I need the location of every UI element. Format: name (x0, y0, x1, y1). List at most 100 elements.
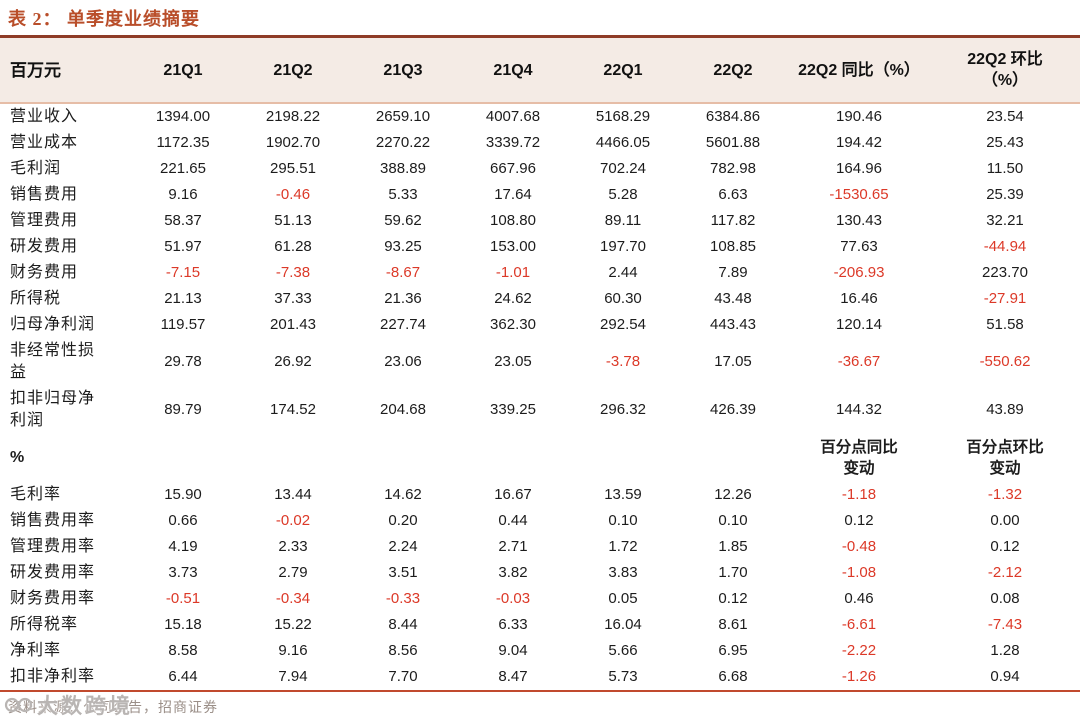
value-cell: 51.97 (164, 238, 202, 255)
value-cell: 6.63 (718, 186, 748, 203)
value-cell: -0.48 (841, 538, 877, 555)
value-cell: 8.44 (388, 616, 418, 633)
value-cell: -2.22 (841, 642, 877, 659)
value-cell: 3.73 (168, 564, 198, 581)
row-label: 扣非净利率 (10, 668, 96, 685)
row-label: 净利率 (10, 642, 62, 659)
table-title: 表 2： 单季度业绩摘要 (0, 0, 1080, 38)
value-cell: 292.54 (600, 316, 646, 333)
value-cell: 7.94 (278, 668, 308, 685)
value-cell: -0.34 (275, 590, 311, 607)
value-cell: 51.58 (986, 316, 1024, 333)
value-cell: -44.94 (983, 238, 1027, 255)
value-cell: 144.32 (836, 401, 882, 418)
col-21q1: 21Q1 (128, 38, 238, 104)
value-cell: 0.12 (844, 512, 874, 529)
value-cell: 295.51 (270, 160, 316, 177)
value-cell: 339.25 (490, 401, 536, 418)
value-cell: -36.67 (837, 353, 881, 370)
value-cell: 4.19 (168, 538, 198, 555)
value-cell: 13.44 (274, 486, 312, 503)
value-cell: -27.91 (983, 290, 1027, 307)
table-row: 财务费用 -7.15 -7.38 -8.67 -1.01 2.44 7.89 -206.93 2… (0, 260, 1080, 286)
value-cell: 16.67 (494, 486, 532, 503)
value-cell: 9.04 (498, 642, 528, 659)
value-cell: -1530.65 (829, 186, 889, 203)
value-cell: 9.16 (168, 186, 198, 203)
value-cell: 13.59 (604, 486, 642, 503)
value-cell: -0.02 (275, 512, 311, 529)
value-cell: 43.89 (986, 401, 1024, 418)
value-cell: -0.33 (385, 590, 421, 607)
value-cell: 0.20 (388, 512, 418, 529)
value-cell: 0.00 (990, 512, 1020, 529)
section-row: % 百分点同比 变动 百分点环比 变动 (0, 434, 1080, 482)
value-cell: -7.15 (165, 264, 201, 281)
table-row: 研发费用 51.97 61.28 93.25 153.00 197.70 108.85 77.… (0, 234, 1080, 260)
value-cell: 5601.88 (705, 134, 761, 151)
value-cell: 1172.35 (156, 134, 210, 151)
value-cell: 6.44 (168, 668, 198, 685)
value-cell: 58.37 (164, 212, 202, 229)
value-cell: 2.33 (278, 538, 308, 555)
table-row: 扣非归母净 利润 89.79 174.52 204.68 339.25 296.32 426… (0, 386, 1080, 434)
value-cell: 223.70 (982, 264, 1028, 281)
row-label: 扣非归母净 利润 (10, 390, 96, 429)
value-cell: 174.52 (270, 401, 316, 418)
table-row: 财务费用率 -0.51 -0.34 -0.33 -0.03 0.05 0.12 0.46 0.0… (0, 586, 1080, 612)
value-cell: 0.10 (608, 512, 638, 529)
row-label: 所得税 (10, 290, 62, 307)
value-cell: 3339.72 (485, 134, 541, 151)
value-cell: -1.26 (841, 668, 877, 685)
value-cell: 3.51 (388, 564, 418, 581)
value-cell: 6.68 (718, 668, 748, 685)
value-cell: 2270.22 (375, 134, 431, 151)
value-cell: 667.96 (490, 160, 536, 177)
value-cell: 15.90 (164, 486, 202, 503)
value-cell: 1902.70 (265, 134, 321, 151)
value-cell: 2.71 (498, 538, 528, 555)
value-cell: 108.80 (490, 212, 536, 229)
table-row: 所得税率 15.18 15.22 8.44 6.33 16.04 8.61 -6.61 -7.4… (0, 612, 1080, 638)
value-cell: 117.82 (710, 212, 756, 229)
value-cell: 0.10 (718, 512, 748, 529)
table-row: 毛利率 15.90 13.44 14.62 16.67 13.59 12.26 -1.18 -1… (0, 482, 1080, 508)
value-cell: 23.05 (494, 353, 532, 370)
table-row: 管理费用率 4.19 2.33 2.24 2.71 1.72 1.85 -0.48 0.12 (0, 534, 1080, 560)
value-cell: 190.46 (836, 108, 882, 125)
value-cell: 5.33 (388, 186, 418, 203)
col-22q2-qoq: 22Q2 环比 （%） (930, 38, 1080, 104)
value-cell: 7.89 (718, 264, 748, 281)
value-cell: 51.13 (274, 212, 312, 229)
value-cell: 4466.05 (595, 134, 651, 151)
table-row: 非经常性损 益 29.78 26.92 23.06 23.05 -3.78 17.05 -36… (0, 338, 1080, 386)
value-cell: 25.39 (986, 186, 1024, 203)
watermark: 大数跨境 (4, 690, 133, 720)
value-cell: -7.38 (275, 264, 311, 281)
value-cell: 89.79 (164, 401, 202, 418)
value-cell: 8.56 (388, 642, 418, 659)
value-cell: 1.85 (718, 538, 748, 555)
table-row: 扣非净利率 6.44 7.94 7.70 8.47 5.73 6.68 -1.26 0.94 (0, 664, 1080, 690)
value-cell: 6.33 (498, 616, 528, 633)
table-body: 营业收入 1394.00 2198.22 2659.10 4007.68 5168.29 6… (0, 103, 1080, 690)
table-row: 营业成本 1172.35 1902.70 2270.22 3339.72 4466.05 5… (0, 130, 1080, 156)
value-cell: 6.95 (718, 642, 748, 659)
value-cell: 43.48 (714, 290, 752, 307)
col-22q2-yoy: 22Q2 同比（%） (788, 38, 930, 104)
row-label: 销售费用率 (10, 512, 96, 529)
value-cell: 130.43 (836, 212, 882, 229)
col-21q4: 21Q4 (458, 38, 568, 104)
value-cell: 782.98 (710, 160, 756, 177)
watermark-text: 大数跨境 (37, 695, 133, 718)
row-label: 管理费用率 (10, 538, 96, 555)
value-cell: 1394.00 (155, 108, 211, 125)
empty-cell (458, 434, 568, 482)
value-cell: 2198.22 (265, 108, 321, 125)
value-cell: 0.12 (990, 538, 1020, 555)
value-cell: 0.66 (168, 512, 198, 529)
value-cell: 153.00 (490, 238, 536, 255)
pct-change-header-cell: 百分点同比 变动 (820, 439, 898, 477)
value-cell: 9.16 (278, 642, 308, 659)
